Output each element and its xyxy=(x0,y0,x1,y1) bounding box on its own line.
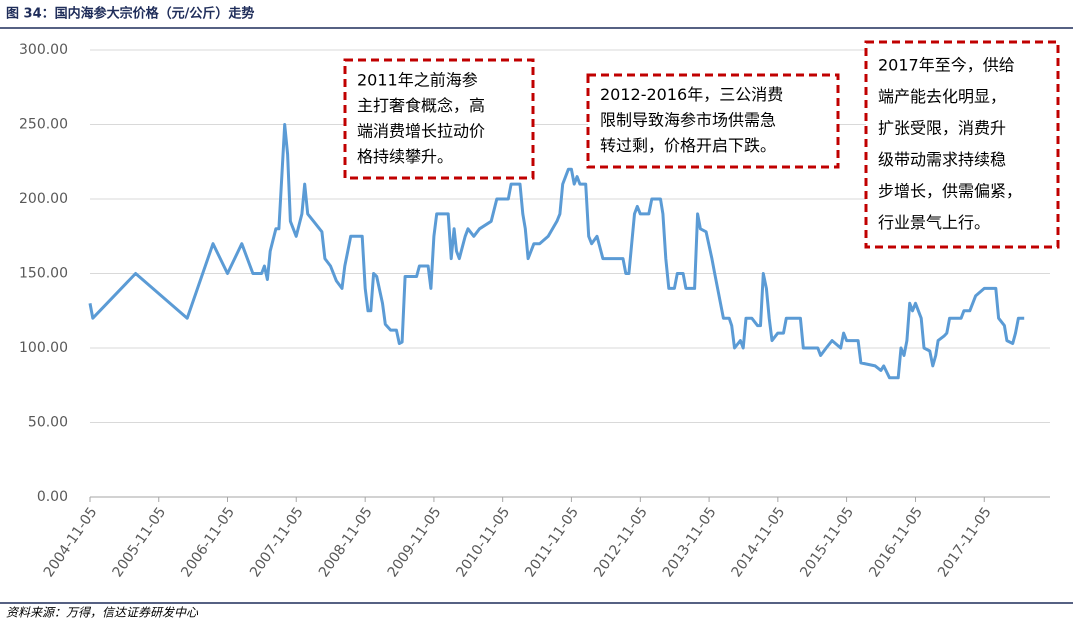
annotation-text: 端产能去化明显， xyxy=(878,87,1006,106)
x-tick-label: 2004-11-05 xyxy=(41,504,101,580)
x-tick-label: 2016-11-05 xyxy=(866,504,926,580)
annotation-text: 步增长，供需偏紧， xyxy=(878,181,1022,200)
x-tick-label: 2013-11-05 xyxy=(660,504,720,580)
annotation-text: 主打奢食概念，高 xyxy=(357,96,485,115)
annotation-box xyxy=(586,73,840,169)
annotation-text: 端消费增长拉动价 xyxy=(357,121,485,140)
y-tick-label: 50.00 xyxy=(28,415,68,431)
x-tick-label: 2007-11-05 xyxy=(247,504,307,580)
x-tick-label: 2006-11-05 xyxy=(178,504,238,580)
x-tick-label: 2005-11-05 xyxy=(110,504,170,580)
y-tick-label: 250.00 xyxy=(19,117,68,133)
annotation-box xyxy=(343,58,535,180)
annotation-text: 转过剩，价格开启下跌。 xyxy=(600,136,776,155)
annotation-text: 2011年之前海参 xyxy=(357,70,478,89)
annotation-text: 扩张受限，消费升 xyxy=(878,118,1006,137)
annotation-text: 格持续攀升。 xyxy=(357,147,453,166)
annotation-text: 2012-2016年，三公消费 xyxy=(600,85,783,104)
y-tick-label: 300.00 xyxy=(19,42,68,58)
annotation-text: 级带动需求持续稳 xyxy=(878,150,1006,169)
source-note: 资料来源：万得，信达证券研发中心 xyxy=(6,606,199,620)
annotation-text: 限制导致海参市场供需急 xyxy=(600,111,776,130)
y-tick-label: 200.00 xyxy=(19,191,68,207)
x-tick-label: 2009-11-05 xyxy=(385,504,445,580)
x-tick-label: 2014-11-05 xyxy=(729,504,789,580)
y-tick-label: 100.00 xyxy=(19,340,68,356)
annotation-box xyxy=(864,40,1060,249)
annotation-text: 2017年至今，供给 xyxy=(878,55,1015,74)
x-tick-label: 2015-11-05 xyxy=(797,504,857,580)
x-tick-label: 2012-11-05 xyxy=(591,504,651,580)
annotation-text: 行业景气上行。 xyxy=(878,213,990,232)
x-tick-label: 2010-11-05 xyxy=(453,504,513,580)
y-tick-label: 0.00 xyxy=(37,489,68,505)
y-tick-label: 150.00 xyxy=(19,266,68,282)
chart-title: 图 34：国内海参大宗价格（元/公斤）走势 xyxy=(6,6,254,22)
x-tick-label: 2008-11-05 xyxy=(316,504,376,580)
price-line xyxy=(88,123,1025,380)
x-tick-label: 2017-11-05 xyxy=(935,504,995,580)
x-tick-label: 2011-11-05 xyxy=(522,504,582,580)
